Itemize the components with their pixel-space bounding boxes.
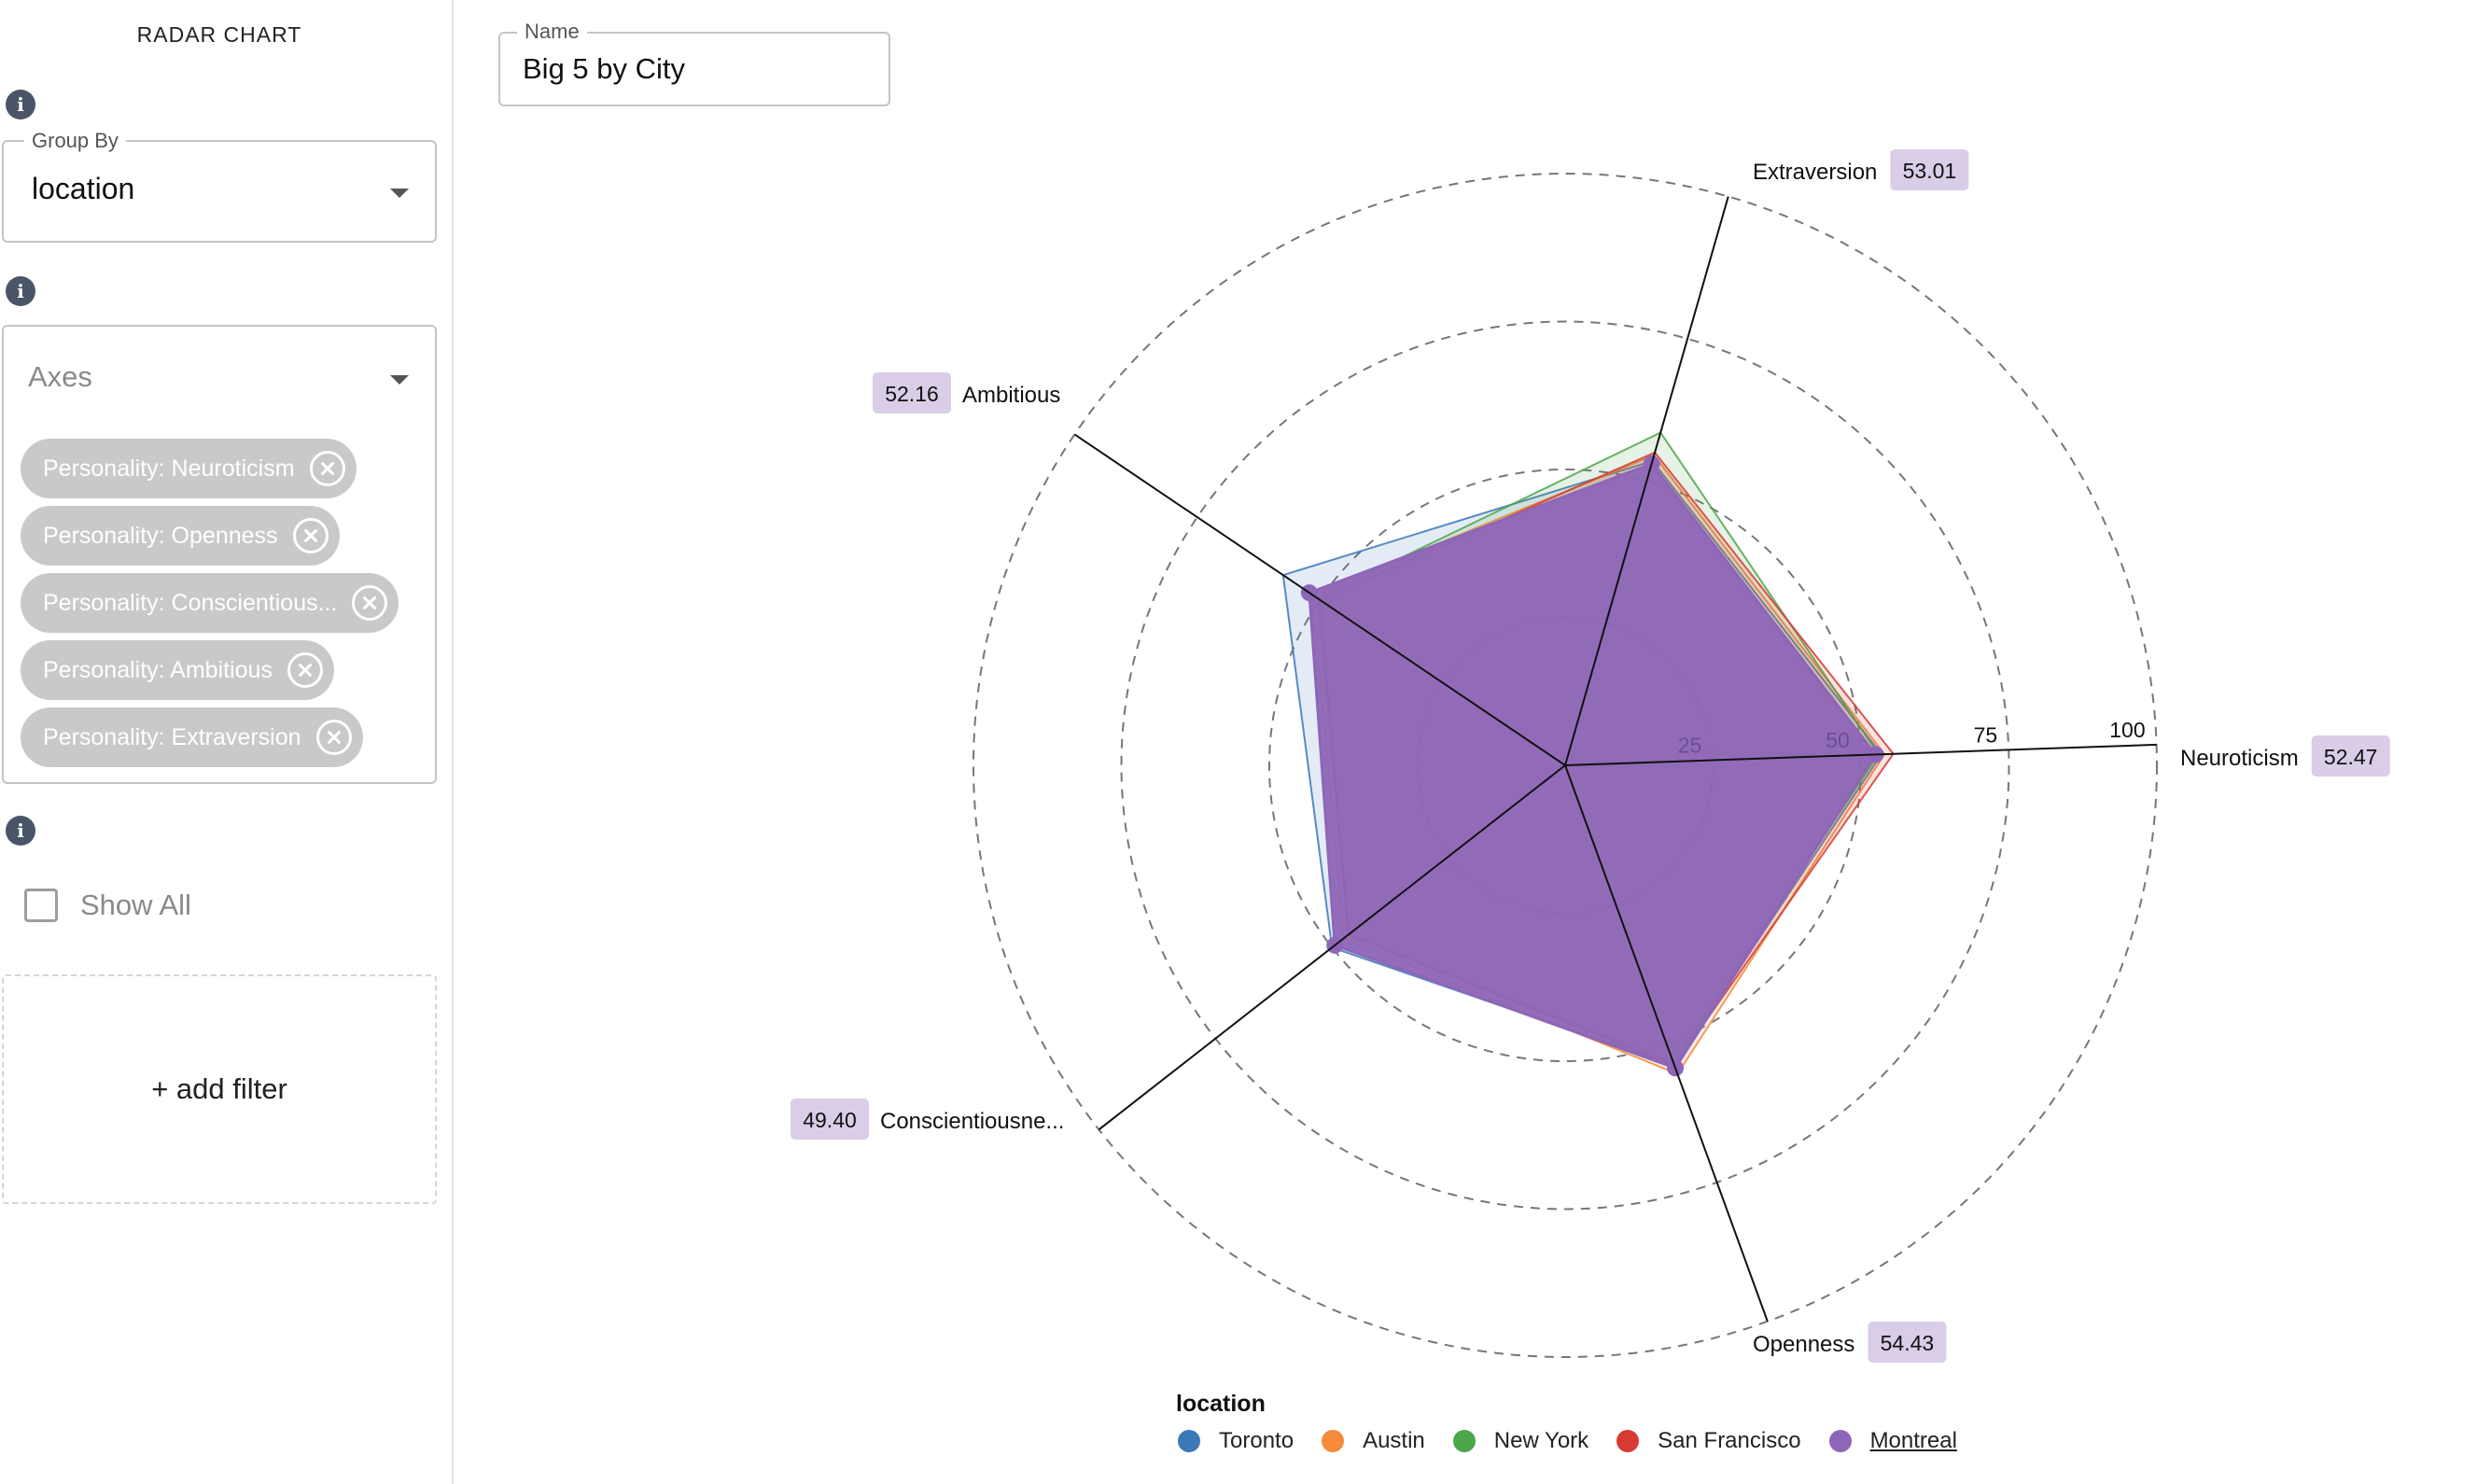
value-badge-text: 53.01	[1903, 159, 1957, 183]
axis-chip[interactable]: Personality: Conscientious...	[21, 573, 399, 633]
axis-chip[interactable]: Personality: Ambitious	[21, 640, 334, 700]
chevron-down-icon[interactable]	[390, 189, 409, 198]
legend-label: Toronto	[1219, 1428, 1294, 1453]
chart-name-input[interactable]	[523, 50, 868, 88]
legend: Toronto Austin New York San Francisco Mo…	[1178, 1426, 1985, 1456]
axis-label: Conscientiousne...	[880, 1109, 1064, 1134]
axis-label-group: Ambitious 52.16	[873, 372, 1060, 413]
info-icon[interactable]: i	[6, 816, 35, 846]
legend-title: location	[1176, 1391, 1266, 1417]
value-badge	[1890, 149, 1969, 190]
legend-label: New York	[1493, 1428, 1589, 1453]
axis-label: Ambitious	[962, 383, 1060, 408]
legend-item-austin[interactable]: Austin	[1322, 1428, 1425, 1454]
value-badge	[2311, 735, 2390, 777]
remove-chip-icon[interactable]	[309, 451, 345, 486]
axis-line	[1073, 433, 1566, 766]
value-badge	[873, 372, 951, 413]
legend-label: San Francisco	[1658, 1428, 1801, 1453]
info-icon[interactable]: i	[6, 276, 35, 306]
legend-label: Austin	[1363, 1428, 1425, 1453]
axes-placeholder: Axes	[28, 360, 92, 393]
tick-label: 100	[2109, 718, 2145, 742]
series-montreal-area	[1308, 462, 1878, 1071]
add-filter-label: + add filter	[151, 1072, 287, 1105]
axis-label-group: Extraversion 53.01	[1753, 149, 1969, 190]
tick-label: 50	[1826, 728, 1850, 752]
legend-color-dot	[1452, 1430, 1476, 1452]
axis-line	[1564, 196, 1729, 766]
tick-label: 75	[1974, 722, 1998, 747]
axis-label-group: Conscientiousne... 49.40	[791, 1099, 1064, 1140]
axis-label: Neuroticism	[2180, 746, 2299, 771]
tick-label: 25	[1678, 733, 1702, 757]
sidebar-title: RADAR CHART	[136, 22, 302, 47]
group-by-label: Group By	[24, 129, 126, 153]
remove-chip-icon[interactable]	[352, 585, 388, 621]
show-all-checkbox[interactable]	[24, 889, 58, 922]
value-badge	[1868, 1322, 1947, 1363]
chevron-down-icon[interactable]	[390, 375, 409, 385]
group-by-value: location	[32, 172, 135, 205]
grid-circle	[1120, 320, 2010, 1211]
legend-color-dot	[1178, 1430, 1200, 1452]
remove-chip-icon[interactable]	[287, 652, 323, 688]
value-badge-text: 54.43	[1881, 1331, 1935, 1355]
legend-label: Montreal	[1869, 1428, 1957, 1453]
axes-select[interactable]: Axes Personality: Neuroticism Personalit…	[2, 325, 437, 784]
info-icon[interactable]: i	[6, 90, 35, 119]
value-badge-text: 49.40	[803, 1108, 857, 1132]
grid-circle	[973, 173, 2158, 1358]
axis-label-group: Openness 54.43	[1753, 1322, 1947, 1363]
legend-color-dot	[1322, 1430, 1345, 1452]
sidebar: RADAR CHART i Group By location i Axes P…	[0, 0, 454, 1484]
legend-item-toronto[interactable]: Toronto	[1178, 1428, 1294, 1454]
chart-name-label: Name	[517, 20, 587, 44]
legend-item-san-francisco[interactable]: San Francisco	[1616, 1428, 1801, 1454]
value-badge-text: 52.47	[2324, 745, 2378, 769]
legend-color-dot	[1828, 1430, 1852, 1452]
remove-chip-icon[interactable]	[292, 518, 329, 553]
group-by-select[interactable]: Group By location	[2, 129, 437, 243]
show-all-label: Show All	[80, 889, 191, 921]
axis-chip[interactable]: Personality: Openness	[21, 506, 340, 566]
axis-label-group: Neuroticism 52.47	[2180, 735, 2390, 777]
legend-item-new-york[interactable]: New York	[1452, 1428, 1589, 1454]
axis-line	[1564, 743, 2157, 766]
legend-item-montreal[interactable]: Montreal	[1828, 1428, 1957, 1454]
chart-name-field[interactable]: Name	[498, 20, 890, 106]
axis-chip[interactable]: Personality: Neuroticism	[21, 439, 357, 498]
legend-color-dot	[1616, 1430, 1640, 1452]
add-filter-button[interactable]: + add filter	[2, 974, 437, 1204]
axis-label: Extraversion	[1753, 160, 1877, 185]
axis-chip[interactable]: Personality: Extraversion	[21, 707, 363, 767]
axis-label: Openness	[1753, 1332, 1854, 1357]
axis-line	[1098, 764, 1566, 1131]
axis-line	[1564, 764, 1769, 1323]
remove-chip-icon[interactable]	[315, 720, 352, 755]
value-badge	[791, 1099, 869, 1140]
value-badge-text: 52.16	[885, 382, 939, 406]
